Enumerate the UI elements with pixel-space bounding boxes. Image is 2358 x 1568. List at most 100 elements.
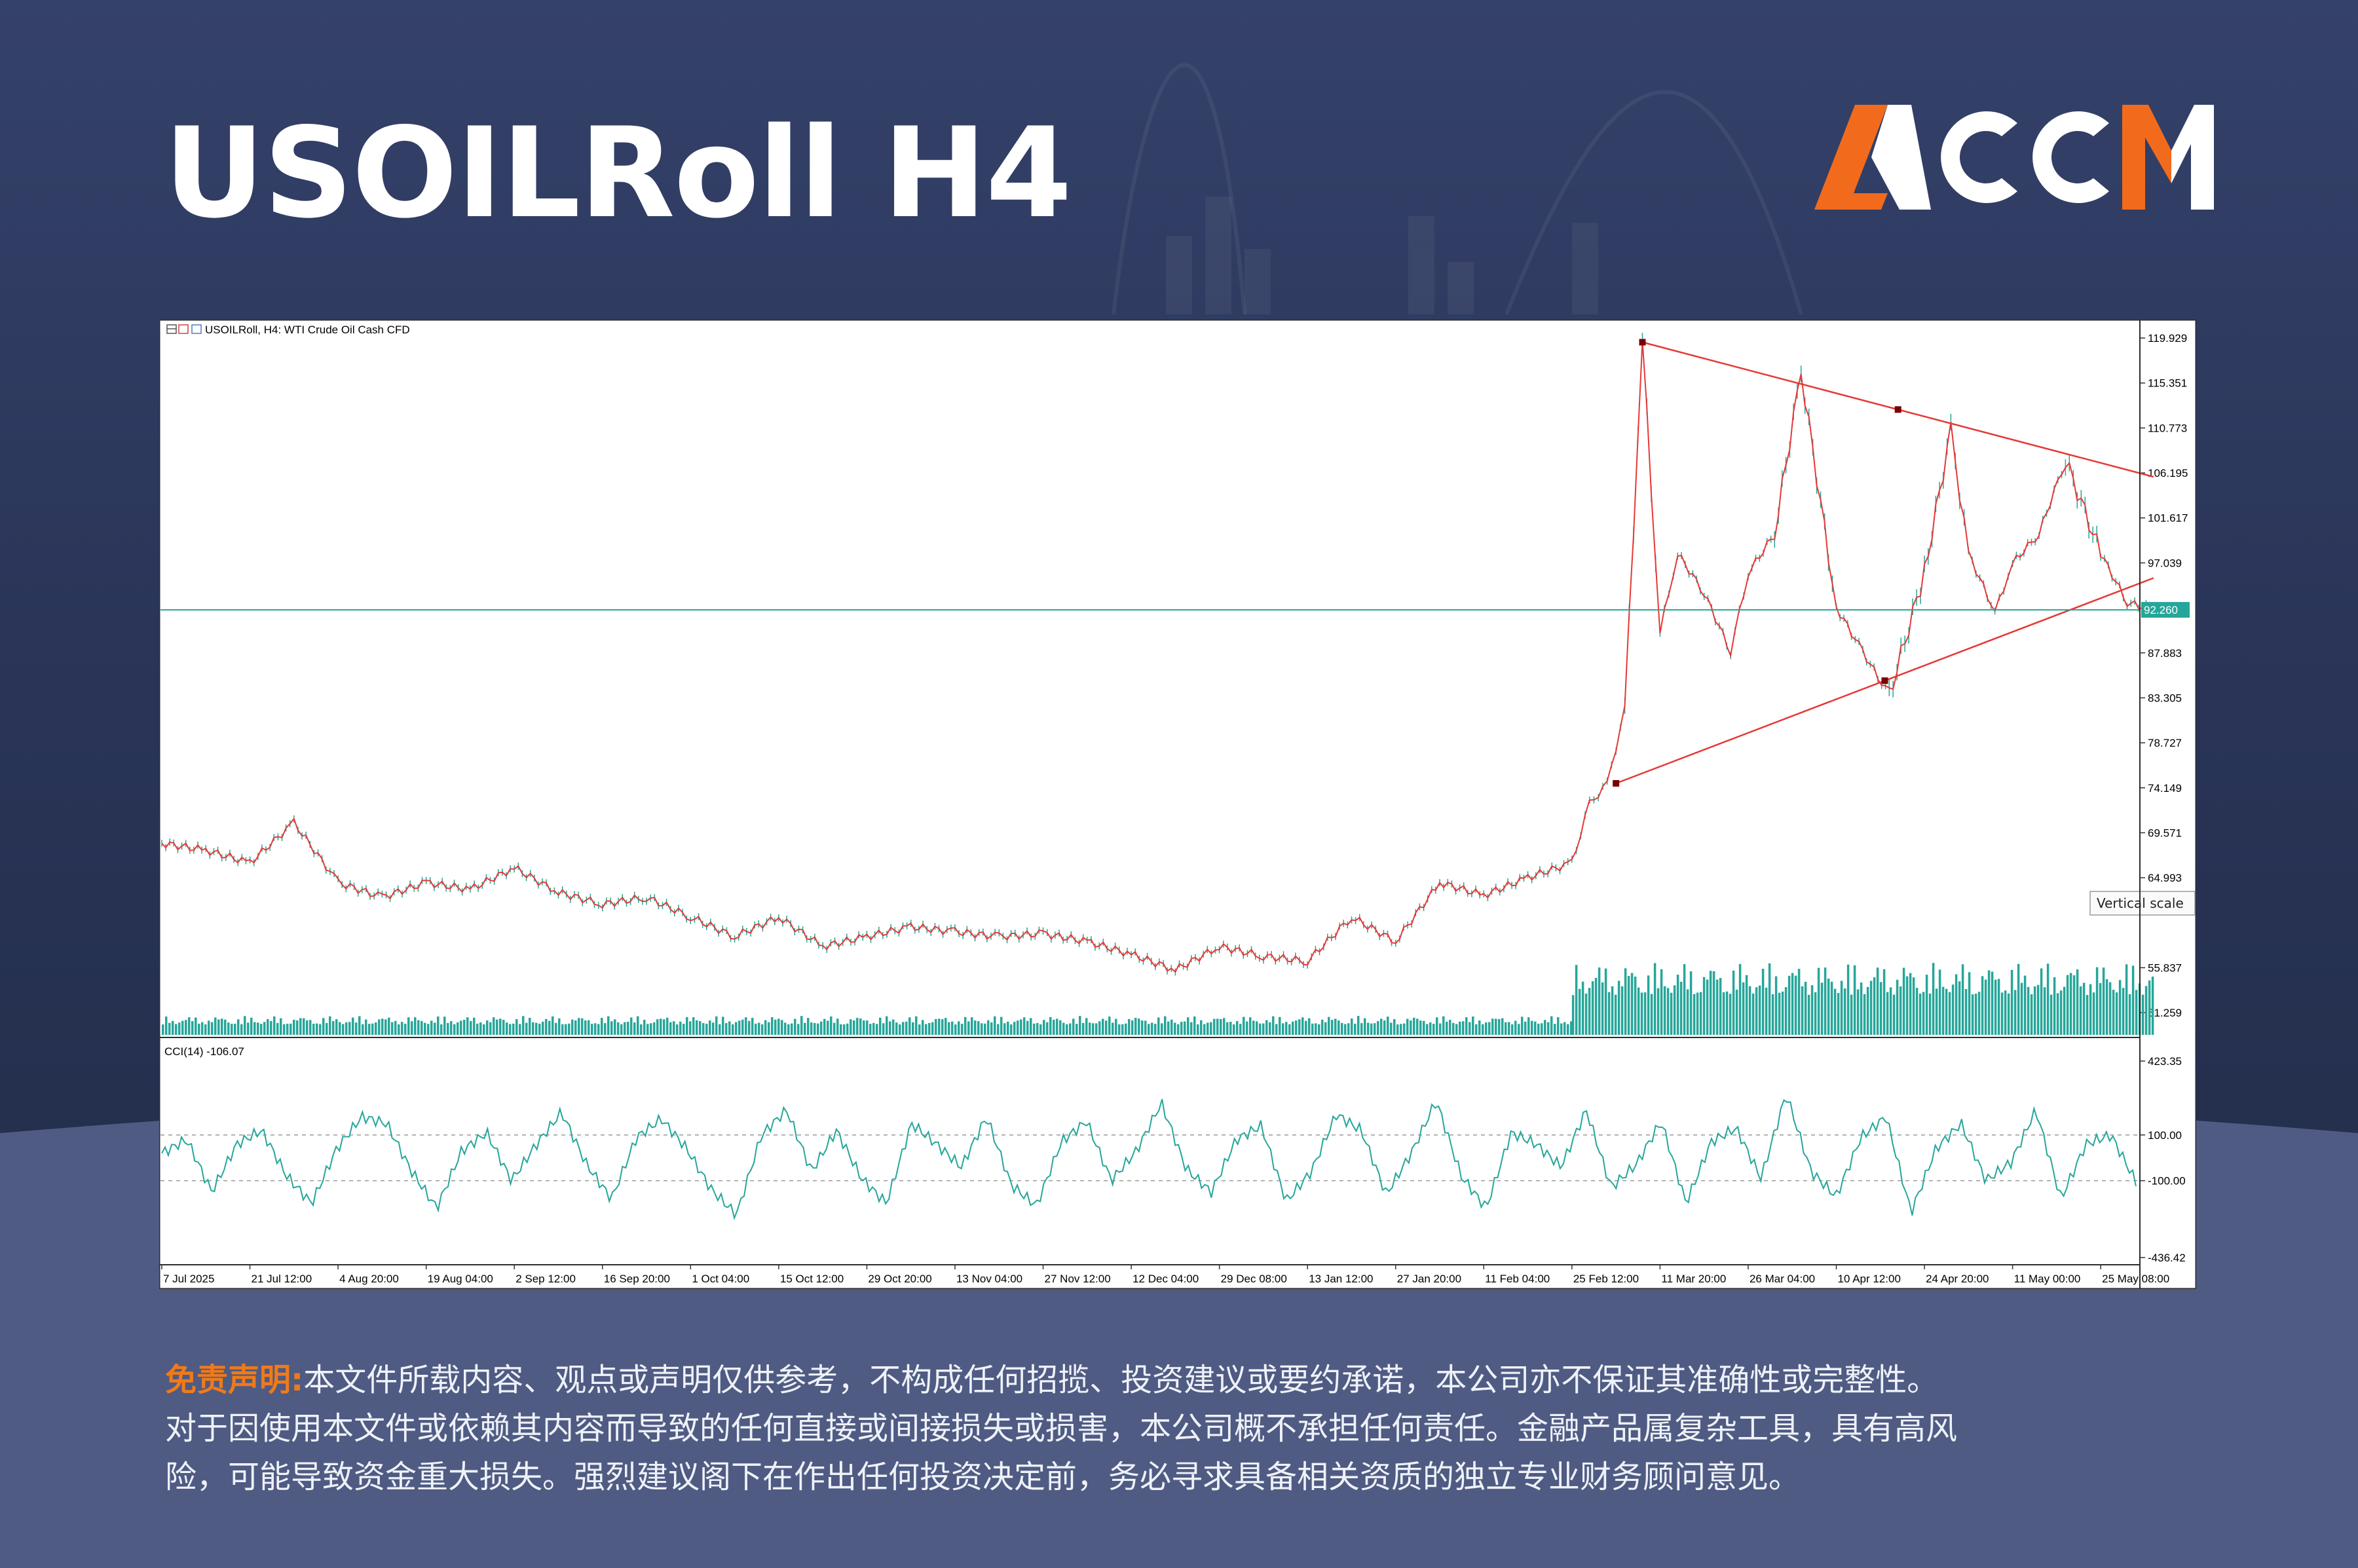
- volume-bar: [1557, 1017, 1560, 1035]
- volume-bar: [1778, 992, 1781, 1035]
- volume-bar: [565, 1024, 567, 1035]
- volume-bar: [833, 1022, 836, 1035]
- volume-bar: [748, 1020, 751, 1035]
- volume-bar: [1544, 1020, 1546, 1035]
- volume-bar: [447, 1022, 449, 1035]
- volume-bar: [424, 1022, 426, 1035]
- volume-bar: [758, 1022, 760, 1035]
- volume-bar: [1436, 1017, 1438, 1035]
- time-tick-label: 21 Jul 12:00: [252, 1273, 312, 1285]
- volume-bar: [1686, 989, 1689, 1035]
- volume-bar: [997, 1024, 1000, 1035]
- volume-bar: [1315, 1023, 1317, 1035]
- volume-bar: [1072, 1018, 1075, 1035]
- volume-bar: [1676, 975, 1679, 1035]
- volume-bar: [1567, 1024, 1569, 1035]
- volume-bar: [1774, 976, 1778, 1035]
- volume-bar: [355, 1022, 358, 1035]
- volume-bar: [1846, 964, 1850, 1035]
- volume-bar: [224, 1019, 227, 1035]
- volume-bar: [283, 1024, 286, 1035]
- volume-bar: [1170, 1019, 1173, 1035]
- disclaimer-text-1: 本文件所载内容、观点或声明仅供参考，不构成任何招揽、投资建议或要约承诺，本公司亦…: [303, 1362, 1939, 1398]
- volume-bar: [951, 1021, 954, 1035]
- volume-bar: [656, 1019, 659, 1035]
- trendline-anchor[interactable]: [1894, 406, 1901, 413]
- volume-bar: [1301, 1017, 1304, 1035]
- volume-bar: [1239, 1024, 1242, 1035]
- time-tick-label: 25 May 08:00: [2102, 1273, 2169, 1285]
- volume-bar: [908, 1017, 911, 1035]
- volume-bar: [738, 1020, 741, 1035]
- volume-bar: [1598, 967, 1601, 1035]
- volume-bar: [2144, 986, 2148, 1035]
- volume-bar: [162, 1024, 164, 1035]
- trendline-anchor[interactable]: [1881, 677, 1888, 684]
- trendline-anchor[interactable]: [1613, 780, 1620, 787]
- volume-bar: [905, 1021, 908, 1035]
- volume-bar: [1706, 979, 1709, 1035]
- trendlines[interactable]: [1613, 339, 2154, 787]
- volume-bar: [679, 1021, 682, 1035]
- volume-bar: [1735, 989, 1738, 1035]
- volume-bar: [777, 1018, 780, 1035]
- price-tick-label: 119.929: [2148, 332, 2187, 345]
- volume-bar: [1243, 1017, 1245, 1035]
- volume-bar: [1709, 971, 1712, 1035]
- volume-bar: [303, 1018, 305, 1035]
- volume-bar: [1374, 1023, 1376, 1035]
- chart-panel[interactable]: USOILRoll, H4: WTI Crude Oil Cash CFD 11…: [159, 320, 2196, 1289]
- volume-bar: [1673, 985, 1676, 1035]
- volume-bar: [1945, 988, 1948, 1035]
- price-tick-label: 115.351: [2148, 377, 2187, 390]
- volume-bar: [1495, 1018, 1497, 1035]
- volume-bar: [1377, 1020, 1379, 1035]
- volume-bar: [509, 1024, 512, 1035]
- volume-bar: [1784, 987, 1787, 1035]
- price-chart[interactable]: USOILRoll, H4: WTI Crude Oil Cash CFD 11…: [159, 320, 2196, 1289]
- volume-bar: [938, 1018, 941, 1035]
- volume-bar: [1856, 989, 1860, 1035]
- volume-bar: [244, 1016, 246, 1035]
- volume-bar: [280, 1018, 282, 1035]
- volume-bar: [1396, 1024, 1399, 1035]
- volume-bar: [1180, 1022, 1183, 1035]
- volume-bar: [168, 1022, 171, 1035]
- volume-bar: [398, 1024, 400, 1035]
- volume-bar: [643, 1019, 646, 1035]
- volume-bar: [1611, 986, 1614, 1035]
- volume-bar: [1049, 1017, 1052, 1035]
- volume-bar: [1157, 1017, 1160, 1035]
- volume-bar: [591, 1024, 593, 1035]
- volume-bar: [2115, 992, 2118, 1035]
- volume-bar: [1696, 992, 1699, 1035]
- volume-bar: [493, 1017, 495, 1035]
- volume-bar: [1693, 994, 1696, 1035]
- volume-bar: [2072, 975, 2076, 1035]
- volume-bar: [620, 1024, 623, 1035]
- volume-bar: [624, 1022, 626, 1035]
- volume-bar: [1563, 1022, 1566, 1035]
- volume-bar: [345, 1022, 348, 1035]
- volume-bar: [977, 1021, 980, 1035]
- volume-bar: [1722, 992, 1725, 1035]
- volume-bar: [771, 1017, 774, 1035]
- volume-bar: [650, 1023, 652, 1035]
- volume-bar: [1879, 982, 1882, 1035]
- volume-bar: [286, 1024, 289, 1035]
- volume-bar: [1033, 1023, 1036, 1035]
- volume-bar: [1462, 1021, 1465, 1035]
- volume-bar: [1203, 1024, 1206, 1035]
- volume-bar: [1725, 991, 1729, 1035]
- volume-bar: [463, 1020, 466, 1035]
- volume-bar: [332, 1021, 335, 1035]
- price-tick-label: 97.039: [2148, 557, 2182, 569]
- volume-bar: [882, 1023, 885, 1035]
- volume-bar: [1105, 1020, 1108, 1035]
- trendline-anchor[interactable]: [1639, 339, 1646, 346]
- cci-tick-label: -100.00: [2148, 1175, 2186, 1187]
- volume-bar: [689, 1021, 692, 1035]
- volume-bar: [1383, 1020, 1386, 1035]
- volume-bar: [1850, 994, 1853, 1035]
- volume-bar: [2043, 987, 2046, 1035]
